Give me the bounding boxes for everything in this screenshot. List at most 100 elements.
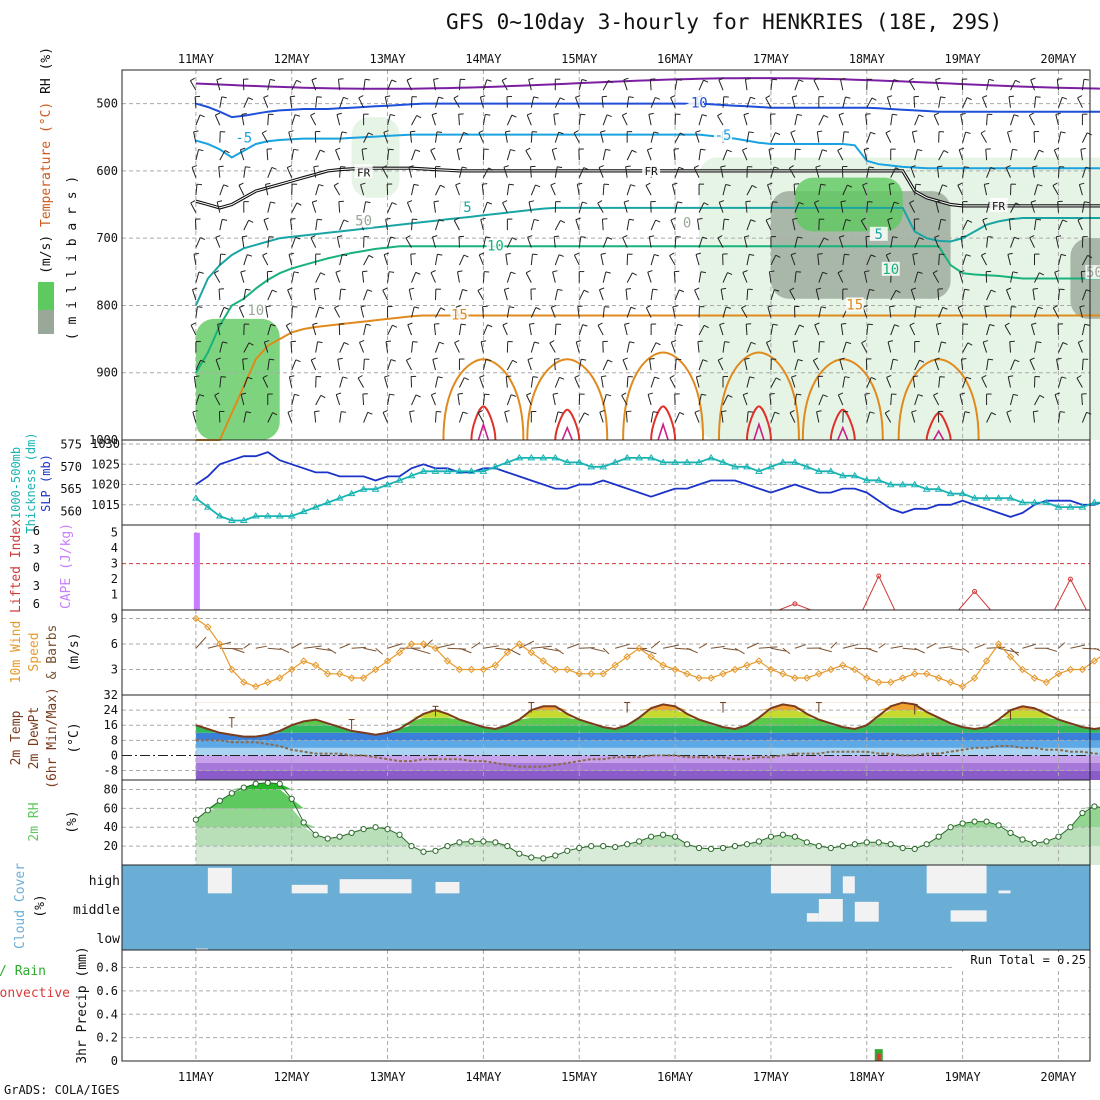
wind-barb: [935, 201, 940, 213]
wind-barb-flag: [743, 392, 749, 396]
wind-barb-flag: [742, 147, 748, 151]
wind-barb: [913, 96, 916, 108]
wind-barb: [336, 114, 341, 126]
wind-barb: [339, 254, 343, 266]
thickness-point: [1090, 498, 1099, 506]
wind-barb: [266, 149, 269, 161]
wind-barb: [790, 132, 796, 143]
wind-barb-flag: [961, 235, 967, 238]
wind-barb: [195, 394, 200, 406]
wind-barb-flag: [216, 77, 222, 81]
wind-barb: [908, 80, 916, 91]
wind-barb-flag: [652, 411, 659, 414]
rh-point: [324, 835, 331, 842]
wind-barb: [1077, 97, 1083, 108]
wind-barb: [482, 114, 486, 126]
precip-tick: 0.8: [96, 961, 118, 975]
wind-barb: [818, 341, 821, 353]
wind-barb: [482, 324, 488, 336]
wind-barb-flag: [721, 410, 727, 413]
wind-barb-flag: [695, 130, 701, 133]
wind-barb-flag: [439, 341, 445, 345]
wind-barb-flag: [358, 95, 364, 99]
isotherm-plume-inner: [837, 425, 849, 441]
wind-barb-flag: [193, 252, 199, 255]
wind-barb: [192, 411, 197, 423]
temp-band: [195, 740, 1100, 748]
wind-barb: [601, 219, 604, 231]
wind-barb: [938, 341, 942, 353]
wind-barb-flag: [440, 184, 446, 188]
surface-barb: [663, 644, 679, 649]
wind-barb: [938, 254, 940, 266]
wind-barb: [219, 254, 222, 266]
wind-barb-flag: [218, 165, 224, 168]
wind-barb: [669, 255, 676, 266]
wind-barb: [195, 184, 198, 196]
wind-barb-flag: [871, 377, 877, 380]
thickness-point: [455, 467, 464, 474]
isotherm-plume: [554, 408, 581, 441]
wind-barb-flag: [702, 359, 708, 362]
wind-barb-flag: [889, 183, 895, 185]
date-label-top: 20MAY: [1040, 52, 1077, 66]
wind-speed-point: [192, 614, 200, 623]
wind-barb-flag: [1032, 165, 1038, 168]
wind-barb-flag: [717, 112, 723, 117]
wind-barb: [383, 254, 389, 266]
wind-barb-flag: [409, 287, 415, 290]
rh-point: [947, 824, 954, 831]
wind-barb: [597, 325, 604, 336]
wind-barb: [722, 341, 726, 353]
wind-barb-flag: [460, 323, 466, 326]
wind-barb-flag: [389, 393, 395, 396]
wind-barb: [722, 184, 727, 196]
wind-barb-flag: [485, 236, 491, 239]
wind-barb: [550, 184, 556, 196]
wind-barb: [742, 149, 748, 161]
wind-barb-flag: [775, 254, 781, 258]
wind-barb-flag: [598, 165, 604, 168]
surface-barb: [554, 647, 564, 655]
upper-air-ylabel-part: Temperature (°C): [39, 94, 54, 227]
wind-barb: [267, 236, 270, 248]
cloud-block: [926, 865, 987, 894]
wind-barb: [600, 376, 604, 388]
precip-legend-total: Total / Rain: [0, 964, 46, 979]
wind-barb: [911, 131, 916, 143]
wind-barb: [578, 289, 585, 301]
wind-speed-point: [347, 674, 356, 682]
date-label-top: 14MAY: [465, 52, 502, 66]
wind-barb-flag: [727, 272, 733, 276]
date-label-top: 12MAY: [274, 52, 311, 66]
wind-barb: [1080, 271, 1083, 283]
wind-barb-flag: [911, 410, 917, 413]
thickness-point: [695, 458, 703, 465]
rh-point: [827, 844, 834, 852]
wind-barb: [361, 271, 365, 283]
wind-barb: [387, 324, 393, 336]
wind-barb: [528, 201, 532, 213]
wind-barb: [770, 201, 773, 213]
wind-barb: [862, 184, 868, 196]
rh-point: [576, 844, 583, 852]
wind-barb: [698, 202, 705, 213]
wind-barb-flag: [502, 200, 508, 204]
wind-barb-flag: [887, 340, 894, 343]
wind-barb-flag: [191, 165, 197, 168]
wind-barb: [960, 359, 964, 371]
thickness-point: [743, 462, 751, 470]
thickness-point: [755, 467, 763, 474]
wind-barb-flag: [647, 270, 653, 273]
wind-barb: [241, 236, 245, 248]
wind-barb-flag: [238, 182, 244, 186]
wind-barb: [648, 236, 652, 248]
wind-barb: [600, 131, 604, 143]
wind-barb-flag: [200, 237, 206, 241]
temp-tick: -8: [104, 764, 118, 778]
wind-barb-flag: [245, 166, 251, 168]
surface-barb: [830, 641, 838, 649]
li-peak: [1053, 578, 1087, 611]
cloud-block: [842, 876, 855, 894]
thickness-point: [623, 453, 632, 461]
